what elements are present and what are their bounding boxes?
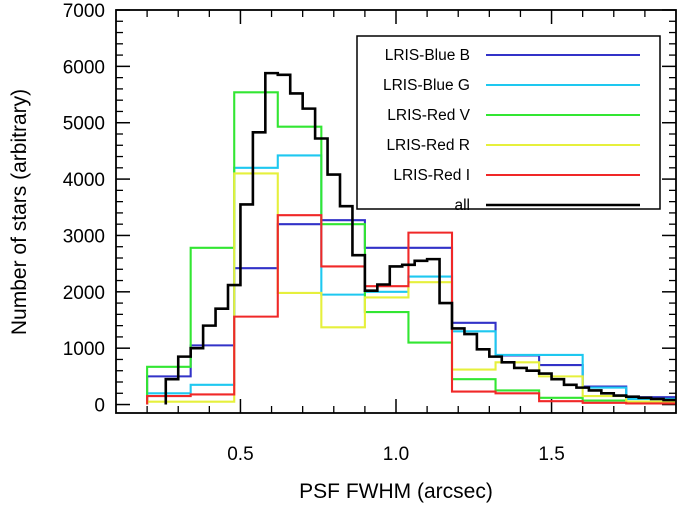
- legend: LRIS-Blue B LRIS-Blue G LRIS-Red V LRIS-Red…: [356, 35, 661, 214]
- legend-items: LRIS-Blue B LRIS-Blue G LRIS-Red V LRIS-Red…: [383, 47, 640, 214]
- legend-label: LRIS-Red R: [386, 137, 470, 154]
- axis-ticks: [116, 9, 676, 413]
- y-tick-label: 1000: [63, 339, 105, 360]
- y-tick-labels: 0 1000 2000 3000 4000 5000 6000 7000: [63, 1, 105, 417]
- series-line-5: [164, 71, 676, 405]
- y-tick-label: 4000: [63, 170, 105, 191]
- y-tick-label: 0: [94, 396, 105, 417]
- legend-label: LRIS-Blue B: [385, 47, 470, 64]
- y-tick-label: 5000: [63, 114, 105, 135]
- series-layer: [146, 71, 676, 405]
- y-tick-label: 7000: [63, 1, 105, 22]
- series-line-3: [146, 172, 676, 405]
- legend-label: LRIS-Blue G: [383, 77, 470, 94]
- y-tick-label: 2000: [63, 283, 105, 304]
- legend-label: all: [454, 197, 470, 214]
- x-tick-labels: 0.5 1.0 1.5: [227, 444, 565, 465]
- legend-box: [356, 35, 661, 210]
- y-tick-label: 6000: [63, 57, 105, 78]
- x-tick-label: 0.5: [227, 444, 253, 465]
- legend-label: LRIS-Red V: [387, 107, 470, 124]
- x-tick-label: 1.5: [538, 444, 564, 465]
- series-line-4: [146, 214, 676, 405]
- x-axis-title: PSF FWHM (arcsec): [299, 480, 493, 503]
- y-tick-label: 3000: [63, 226, 105, 247]
- series-line-1: [146, 154, 676, 405]
- legend-label: LRIS-Red I: [393, 167, 470, 184]
- plot-frame: [115, 9, 677, 414]
- y-axis-title: Number of stars (arbitrary): [8, 89, 31, 335]
- x-tick-label: 1.0: [383, 444, 409, 465]
